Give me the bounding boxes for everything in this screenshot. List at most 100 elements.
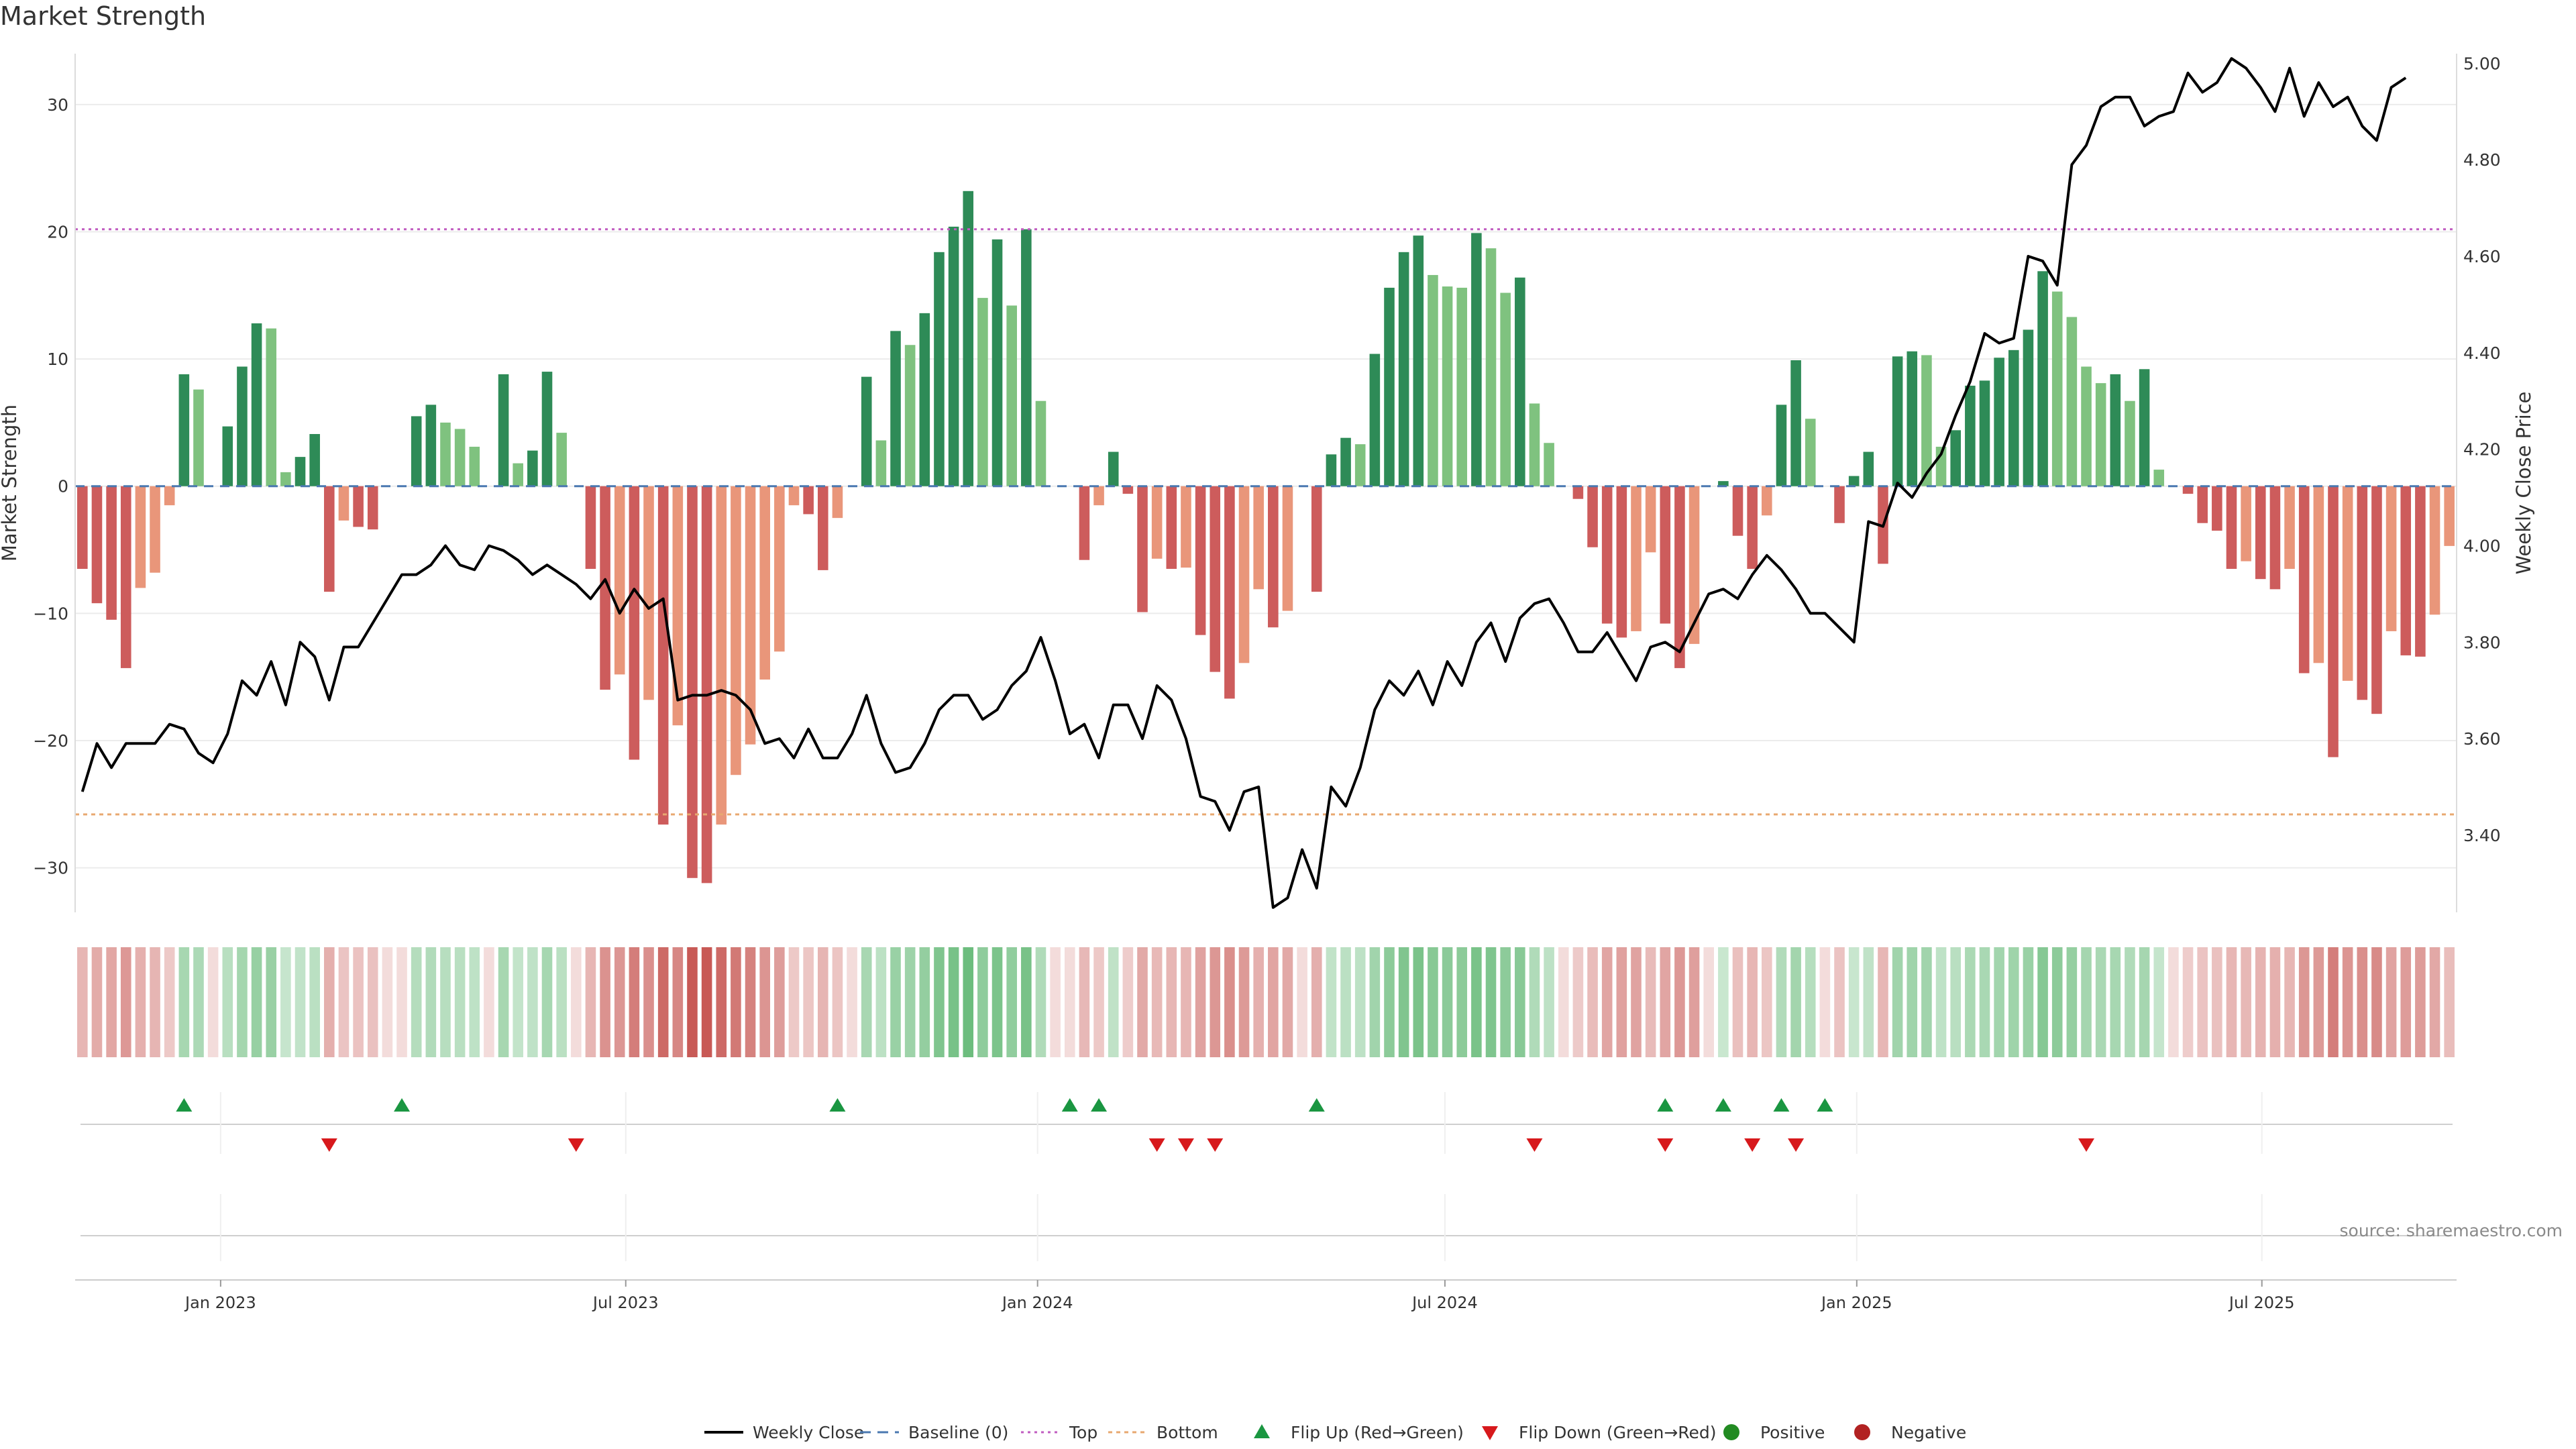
strength-bar <box>338 486 350 521</box>
heat-cell <box>774 947 785 1057</box>
strength-bar <box>1994 358 2004 486</box>
heat-cell <box>1035 947 1046 1057</box>
heat-cell <box>1050 947 1061 1057</box>
strength-heat-strip <box>77 947 2455 1057</box>
right-tick-label: 3.80 <box>2463 633 2501 652</box>
heat-cell <box>1442 947 1453 1057</box>
heat-cell <box>2125 947 2135 1057</box>
right-tick-label: 4.00 <box>2463 536 2501 555</box>
strength-bar <box>1384 287 1395 486</box>
strength-bar <box>280 472 291 486</box>
strength-bar <box>832 486 843 519</box>
strength-bar <box>948 226 959 486</box>
flip-up-marker <box>829 1098 846 1112</box>
heat-cell <box>1210 947 1221 1057</box>
strength-bar <box>120 486 131 668</box>
strength-bar <box>440 422 451 486</box>
heat-cell <box>1544 947 1554 1057</box>
strength-bar <box>1021 229 1032 486</box>
right-tick-label: 4.80 <box>2463 150 2501 170</box>
heat-cell <box>1500 947 1511 1057</box>
heat-cell <box>904 947 916 1057</box>
heat-cell <box>2066 947 2078 1057</box>
heat-cell <box>1747 947 1758 1057</box>
heat-cell <box>251 947 262 1057</box>
strength-bar <box>977 298 988 486</box>
heat-cell <box>237 947 248 1057</box>
heat-cell <box>861 947 872 1057</box>
heat-cell <box>1224 947 1235 1057</box>
date-axis: Jan 2023 Jul 2023 Jan 2024 Jul 2024 Jan 2025… <box>75 1279 2457 1312</box>
heat-cell <box>1137 947 1148 1057</box>
heat-cell <box>2255 947 2266 1057</box>
heat-cell <box>338 947 350 1057</box>
flip-up-marker <box>394 1098 411 1112</box>
left-axis-title: Market Strength <box>0 405 21 561</box>
strength-bar <box>309 433 320 486</box>
strength-bar <box>2139 369 2150 486</box>
heat-cell <box>1340 947 1351 1057</box>
strength-bar <box>425 405 437 486</box>
heat-cell <box>1384 947 1395 1057</box>
strength-bar <box>1834 486 1845 523</box>
strength-bar <box>701 486 712 883</box>
heat-cell <box>367 947 378 1057</box>
heat-cell <box>2328 947 2339 1057</box>
strength-bar <box>963 191 974 486</box>
heat-cell <box>527 947 538 1057</box>
heat-cell <box>324 947 335 1057</box>
heat-cell <box>1398 947 1409 1057</box>
strength-bar <box>1776 405 1787 486</box>
strength-bar <box>1979 380 1990 486</box>
heat-cell <box>629 947 640 1057</box>
heat-cell <box>2444 947 2455 1057</box>
strength-bar <box>2241 486 2251 561</box>
date-tick-label: Jan 2023 <box>184 1293 256 1312</box>
strength-bar <box>731 486 741 775</box>
heat-cell <box>1979 947 1990 1057</box>
strength-bar <box>1515 277 1525 486</box>
strength-bar <box>1950 430 1961 486</box>
flip-up-marker <box>176 1098 193 1112</box>
strength-bar <box>1195 486 1206 635</box>
strength-bar <box>934 252 945 486</box>
strength-bar <box>1369 354 1381 486</box>
strength-bar <box>2371 486 2382 714</box>
heat-cell <box>1732 947 1743 1057</box>
flip-down-marker <box>1177 1138 1194 1152</box>
heat-cell <box>513 947 524 1057</box>
heat-cell <box>2139 947 2150 1057</box>
legend-label: Flip Up (Red→Green) <box>1291 1423 1464 1442</box>
heat-cell <box>2342 947 2353 1057</box>
strength-bar <box>2298 486 2310 674</box>
heat-cell <box>2008 947 2019 1057</box>
heat-cell <box>832 947 843 1057</box>
strength-bar <box>716 486 727 825</box>
heat-cell <box>1413 947 1424 1057</box>
strength-bar <box>600 486 610 690</box>
strength-bar <box>2066 317 2078 486</box>
heat-cell <box>745 947 756 1057</box>
strength-bar <box>541 372 553 486</box>
heat-cell <box>2051 947 2063 1057</box>
heat-cell <box>1674 947 1685 1057</box>
heat-cell <box>934 947 945 1057</box>
heat-cell <box>266 947 277 1057</box>
strength-bar <box>643 486 654 700</box>
heat-cell <box>1878 947 1888 1057</box>
heat-cell <box>701 947 712 1057</box>
heat-cell <box>657 947 669 1057</box>
heat-cell <box>2313 947 2324 1057</box>
strength-bar <box>629 486 640 760</box>
strength-bar <box>2269 486 2281 590</box>
strength-bar <box>1224 486 1235 699</box>
right-tick-label: 5.00 <box>2463 54 2501 73</box>
strength-bar <box>150 486 160 573</box>
heat-cell <box>1631 947 1642 1057</box>
strength-bar <box>875 440 887 486</box>
heat-cell <box>1093 947 1104 1057</box>
left-tick-label: 30 <box>47 95 68 115</box>
strength-bar <box>1587 486 1598 547</box>
strength-bar <box>2385 486 2397 631</box>
strength-bar <box>2197 486 2208 523</box>
